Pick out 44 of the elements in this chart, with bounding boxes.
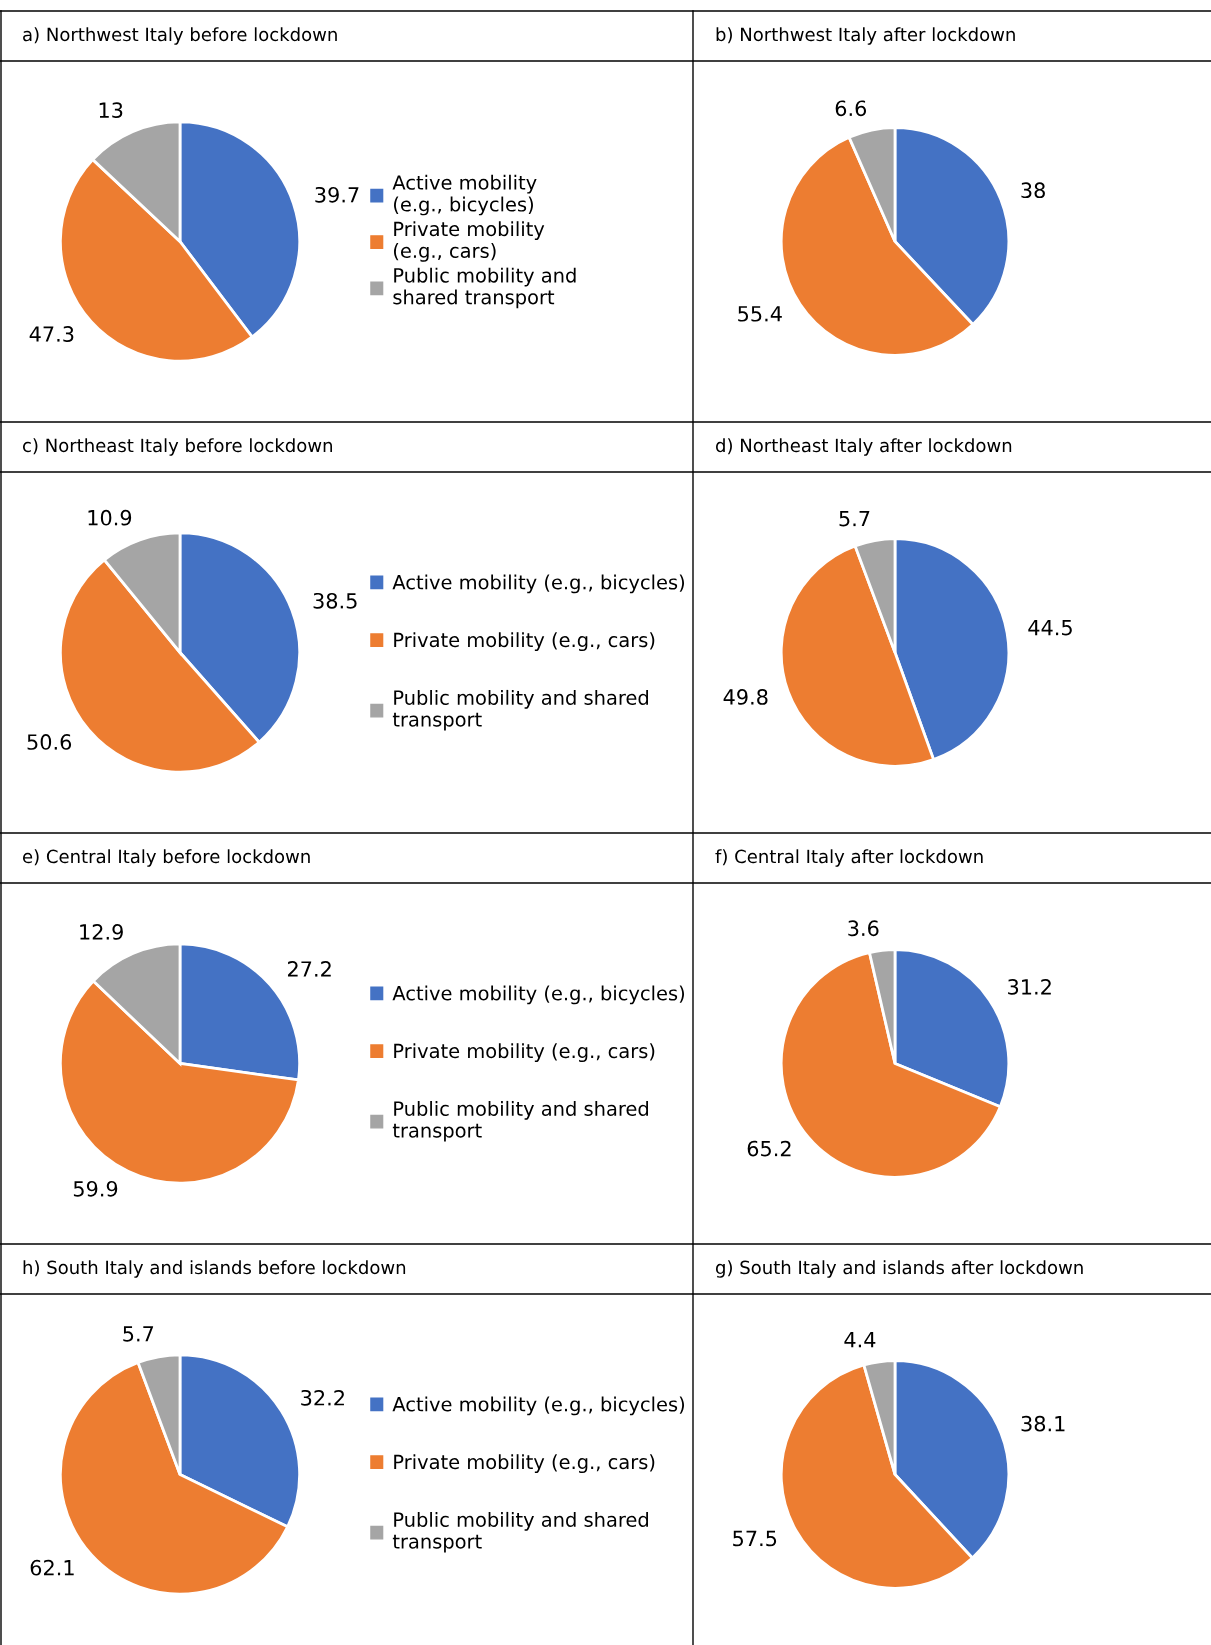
data-label: 65.2 <box>747 1140 791 1157</box>
data-label: 13 <box>99 102 123 119</box>
data-label: 62.1 <box>30 1559 74 1576</box>
data-label: 38.5 <box>313 592 357 609</box>
data-label: 27.2 <box>287 961 331 977</box>
chart-title: b) Northwest Italy after lockdown <box>716 27 1015 45</box>
data-label: 4.4 <box>844 1332 876 1348</box>
legend-label: Private mobility (e.g., cars) <box>394 1454 655 1474</box>
data-label: 38.1 <box>1021 1415 1065 1432</box>
data-label: 32.2 <box>301 1389 344 1406</box>
data-label: 47.3 <box>29 326 74 342</box>
chart-title: f) Central Italy after lockdown <box>715 849 983 867</box>
legend-label: Private mobility (e.g., cars) <box>394 1043 655 1063</box>
data-label: 57.5 <box>733 1530 777 1547</box>
legend-label: Public mobility and shared transport <box>392 1100 648 1142</box>
data-label: 50.6 <box>27 734 72 750</box>
legend-label: Private mobility (e.g., cars) <box>394 221 545 262</box>
data-label: 59.9 <box>73 1180 118 1197</box>
chart-title: g) South Italy and islands after lockdown <box>716 1260 1083 1278</box>
data-label: 55.4 <box>738 306 782 322</box>
legend-label: Public mobility and shared transport <box>392 1511 648 1553</box>
chart-title: c) Northeast Italy before lockdown <box>23 438 332 456</box>
data-label: 12.9 <box>80 924 123 940</box>
data-label: 38 <box>1021 182 1045 199</box>
data-label: 10.9 <box>88 509 132 526</box>
data-label: 3.6 <box>848 920 879 937</box>
chart-title: a) Northwest Italy before lockdown <box>23 27 337 45</box>
data-label: 39.7 <box>315 186 359 203</box>
data-label: 6.6 <box>835 100 867 117</box>
data-label: 49.8 <box>723 689 768 705</box>
legend-label: Private mobility (e.g., cars) <box>394 632 655 652</box>
legend-label: Public mobility and shared transport <box>392 689 648 731</box>
data-label: 31.2 <box>1008 979 1051 995</box>
chart-title: h) South Italy and islands before lockdown <box>23 1260 406 1278</box>
chart-title: e) Central Italy before lockdown <box>23 849 310 867</box>
data-label: 5.7 <box>123 1326 154 1342</box>
legend-label: Active mobility (e.g., bicycles) <box>392 1396 685 1416</box>
legend-label: Active mobility (e.g., bicycles) <box>392 985 685 1005</box>
legend-label: Public mobility and shared transport <box>393 267 576 309</box>
legend-label: Active mobility (e.g., bicycles) <box>392 174 537 216</box>
chart-title: d) Northeast Italy after lockdown <box>716 438 1012 456</box>
data-label: 44.5 <box>1028 619 1072 636</box>
legend-label: Active mobility (e.g., bicycles) <box>392 574 685 594</box>
data-label: 5.7 <box>839 510 870 527</box>
